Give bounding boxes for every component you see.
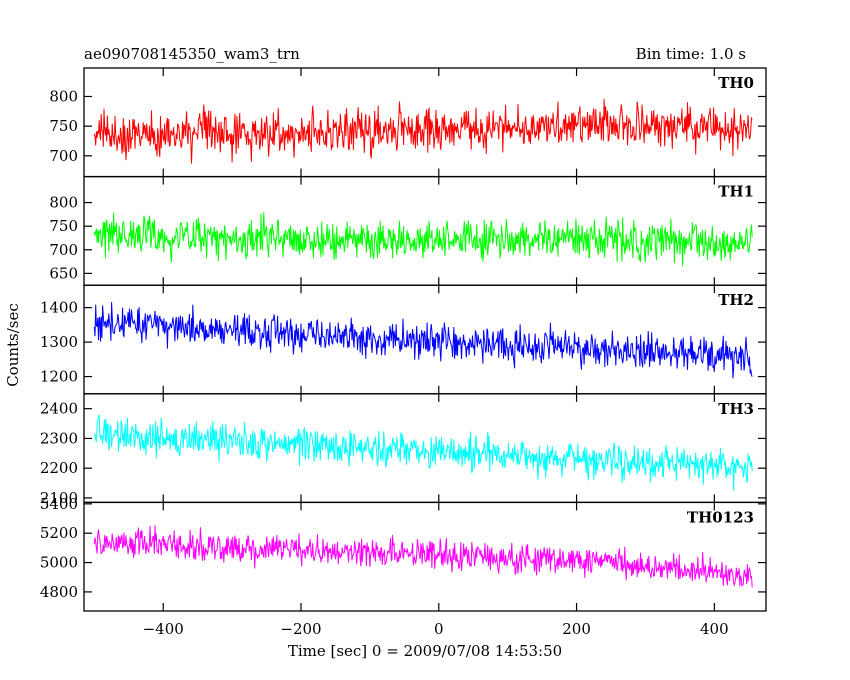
- y-tick-label: 700: [49, 241, 78, 259]
- y-tick-label: 800: [49, 87, 78, 105]
- x-axis-label: Time [sec] 0 = 2009/07/08 14:53:50: [288, 642, 562, 660]
- y-tick-label: 1200: [40, 368, 78, 386]
- series-line-th2: [93, 301, 753, 379]
- y-tick-label: 4800: [40, 583, 78, 601]
- y-tick-label: 750: [49, 217, 78, 235]
- x-axis: −400 −200 0 200 400: [143, 620, 729, 638]
- y-tick-label: 700: [49, 147, 78, 165]
- series-name-label: TH2: [718, 291, 754, 309]
- panels-group: 700 750 800 TH0 650 700 750 800 TH1 1200 1300 1400 T…: [40, 67, 767, 612]
- series-name-label: TH0123: [687, 508, 754, 526]
- series-line-th0: [93, 98, 753, 164]
- panel-th0123: 4800 5000 5200 5400 TH0123: [40, 495, 767, 612]
- y-tick-label: 2200: [40, 459, 78, 477]
- chart-title: ae090708145350_wam3_trn: [84, 45, 300, 63]
- panel-th2: 1200 1300 1400 TH2: [40, 284, 767, 395]
- y-tick-label: 800: [49, 194, 78, 212]
- y-axis-label: Counts/sec: [4, 303, 22, 387]
- y-tick-label: 2400: [40, 400, 78, 418]
- series-name-label: TH1: [718, 183, 754, 201]
- y-tick-label: 2100: [40, 489, 78, 507]
- panel-frame: [83, 393, 767, 504]
- y-tick-label: 650: [49, 264, 78, 282]
- panel-th3: 2100 2200 2300 2400 TH3: [40, 393, 767, 507]
- x-tick-label: −400: [143, 620, 184, 638]
- y-tick-label: 750: [49, 117, 78, 135]
- y-tick-label: 5000: [40, 554, 78, 572]
- x-tick-label: 400: [700, 620, 729, 638]
- y-tick-label: 1300: [40, 333, 78, 351]
- x-tick-label: 0: [434, 620, 444, 638]
- y-tick-label: 1400: [40, 299, 78, 317]
- series-line-th0123: [93, 525, 753, 588]
- panel-th0: 700 750 800 TH0: [49, 67, 767, 178]
- panel-th1: 650 700 750 800 TH1: [49, 175, 767, 286]
- x-tick-label: −200: [280, 620, 321, 638]
- chart-subtitle: Bin time: 1.0 s: [636, 45, 746, 63]
- y-tick-label: 5200: [40, 524, 78, 542]
- series-name-label: TH0: [718, 74, 754, 92]
- series-name-label: TH3: [718, 400, 754, 418]
- y-tick-label: 2300: [40, 429, 78, 447]
- series-line-th3: [93, 414, 753, 491]
- x-tick-label: 200: [562, 620, 591, 638]
- series-line-th1: [93, 212, 753, 267]
- panel-frame: [83, 501, 767, 612]
- y-tick-label: 5400: [40, 495, 78, 513]
